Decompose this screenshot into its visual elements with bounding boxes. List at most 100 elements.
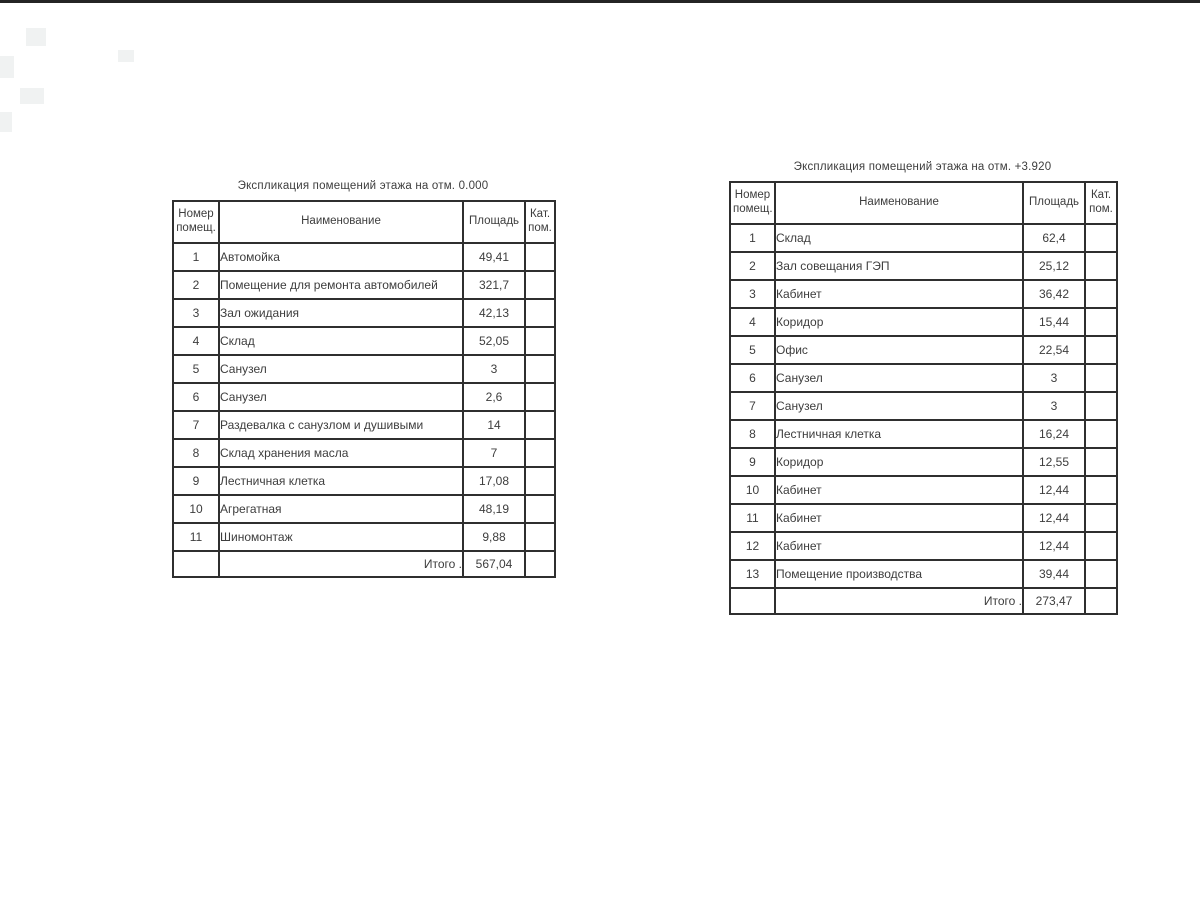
table-row: 5 Офис 22,54 [729, 335, 1118, 365]
cell-cat [1084, 391, 1118, 421]
cell-name: Коридор [774, 447, 1024, 477]
table-row: 3 Зал ожидания 42,13 [172, 298, 556, 328]
cell-num: 8 [729, 419, 776, 449]
cell-num: 7 [729, 391, 776, 421]
cell-cat [524, 466, 556, 496]
column-header-name: Наименование [218, 200, 464, 244]
cell-name: Санузел [218, 354, 464, 384]
cell-area: 2,6 [462, 382, 526, 412]
cell-cat [524, 522, 556, 552]
column-header-category: Кат. пом. [1084, 181, 1118, 225]
cell-name: Автомойка [218, 242, 464, 272]
table-footer: Итого . 567,04 [172, 550, 556, 578]
cell-cat [524, 326, 556, 356]
table-row: 3 Кабинет 36,42 [729, 279, 1118, 309]
cell-area: 3 [462, 354, 526, 384]
total-row: Итого . 567,04 [172, 550, 556, 578]
cell-cat [1084, 559, 1118, 589]
cell-cat [524, 270, 556, 300]
cell-num: 11 [729, 503, 776, 533]
table-row: 6 Санузел 3 [729, 363, 1118, 393]
cell-name: Шиномонтаж [218, 522, 464, 552]
cell-name: Лестничная клетка [218, 466, 464, 496]
table-row: 12 Кабинет 12,44 [729, 531, 1118, 561]
cell-cat [1084, 447, 1118, 477]
cell-num: 10 [729, 475, 776, 505]
total-empty-cell [524, 550, 556, 578]
total-empty-cell [172, 550, 220, 578]
explication-table: Номер помещ. Наименование Площадь Кат. п… [729, 181, 1118, 615]
cell-num: 8 [172, 438, 220, 468]
total-empty-cell [729, 587, 776, 615]
total-value: 273,47 [1022, 587, 1086, 615]
table-row: 4 Коридор 15,44 [729, 307, 1118, 337]
cell-area: 39,44 [1022, 559, 1086, 589]
cell-area: 3 [1022, 363, 1086, 393]
cell-area: 12,44 [1022, 503, 1086, 533]
table-row: 1 Автомойка 49,41 [172, 242, 556, 272]
cell-area: 12,44 [1022, 475, 1086, 505]
cell-num: 12 [729, 531, 776, 561]
table-header: Номер помещ. Наименование Площадь Кат. п… [729, 181, 1118, 225]
cell-name: Кабинет [774, 503, 1024, 533]
scan-artifact [20, 88, 44, 104]
cell-cat [524, 410, 556, 440]
cell-num: 2 [172, 270, 220, 300]
scan-artifact [0, 56, 14, 78]
cell-area: 49,41 [462, 242, 526, 272]
cell-area: 321,7 [462, 270, 526, 300]
cell-cat [524, 494, 556, 524]
cell-name: Зал ожидания [218, 298, 464, 328]
table-row: 4 Склад 52,05 [172, 326, 556, 356]
cell-area: 17,08 [462, 466, 526, 496]
cell-cat [1084, 531, 1118, 561]
cell-area: 12,55 [1022, 447, 1086, 477]
table-row: 5 Санузел 3 [172, 354, 556, 384]
cell-name: Склад [218, 326, 464, 356]
cell-num: 4 [172, 326, 220, 356]
top-border-bar [0, 0, 1200, 3]
column-header-category: Кат. пом. [524, 200, 556, 244]
cell-cat [1084, 223, 1118, 253]
table-title: Экспликация помещений этажа на отм. 0.00… [237, 180, 489, 192]
table-row: 10 Агрегатная 48,19 [172, 494, 556, 524]
cell-name: Кабинет [774, 531, 1024, 561]
cell-num: 9 [729, 447, 776, 477]
cell-num: 9 [172, 466, 220, 496]
scan-artifact [118, 50, 134, 62]
cell-name: Кабинет [774, 475, 1024, 505]
cell-area: 12,44 [1022, 531, 1086, 561]
cell-area: 3 [1022, 391, 1086, 421]
cell-cat [1084, 503, 1118, 533]
cell-area: 48,19 [462, 494, 526, 524]
table-row: 7 Раздевалка с санузлом и душивыми 14 [172, 410, 556, 440]
cell-name: Офис [774, 335, 1024, 365]
cell-num: 7 [172, 410, 220, 440]
cell-num: 4 [729, 307, 776, 337]
column-header-room-number: Номер помещ. [172, 200, 220, 244]
cell-area: 52,05 [462, 326, 526, 356]
table-row: 2 Зал совещания ГЭП 25,12 [729, 251, 1118, 281]
table-footer: Итого . 273,47 [729, 587, 1118, 615]
cell-name: Помещение производства [774, 559, 1024, 589]
cell-cat [1084, 363, 1118, 393]
cell-cat [524, 354, 556, 384]
table-row: 11 Кабинет 12,44 [729, 503, 1118, 533]
cell-name: Агрегатная [218, 494, 464, 524]
column-header-area: Площадь [1022, 181, 1086, 225]
explication-table: Номер помещ. Наименование Площадь Кат. п… [172, 200, 556, 578]
table-row: 9 Лестничная клетка 17,08 [172, 466, 556, 496]
cell-area: 42,13 [462, 298, 526, 328]
cell-cat [1084, 251, 1118, 281]
cell-num: 10 [172, 494, 220, 524]
cell-name: Раздевалка с санузлом и душивыми [218, 410, 464, 440]
cell-name: Санузел [218, 382, 464, 412]
cell-name: Зал совещания ГЭП [774, 251, 1024, 281]
cell-num: 6 [172, 382, 220, 412]
cell-name: Коридор [774, 307, 1024, 337]
cell-num: 3 [172, 298, 220, 328]
table-header: Номер помещ. Наименование Площадь Кат. п… [172, 200, 556, 244]
table-row: 9 Коридор 12,55 [729, 447, 1118, 477]
table-row: 2 Помещение для ремонта автомобилей 321,7 [172, 270, 556, 300]
